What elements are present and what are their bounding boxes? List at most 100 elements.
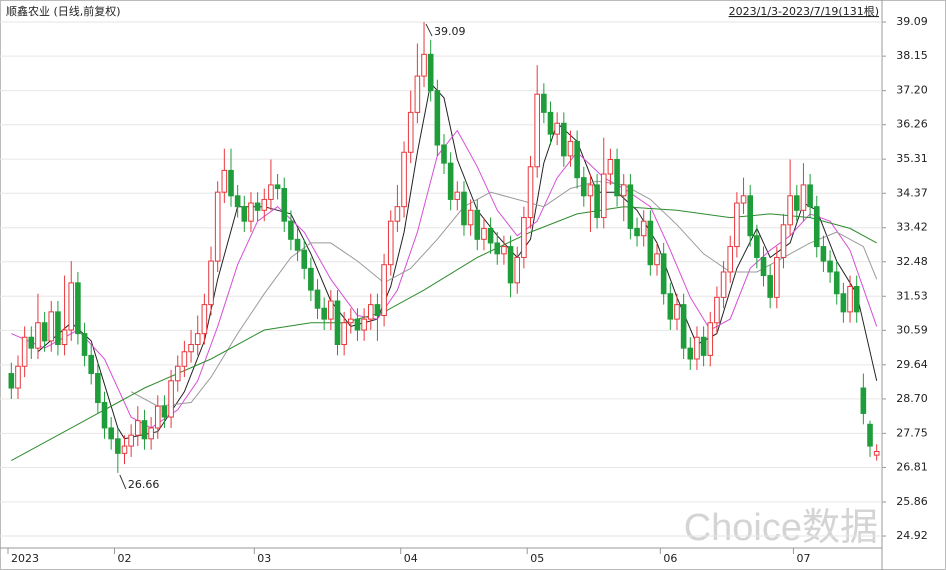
y-tick-label: 26.81 — [896, 460, 928, 473]
candle-body — [634, 227, 640, 237]
candle-body — [600, 173, 607, 219]
candle-body — [15, 365, 21, 389]
candle-body — [101, 402, 108, 429]
candle-body — [334, 300, 341, 346]
candle-body — [574, 140, 580, 179]
candle-body — [181, 351, 188, 367]
candle-body — [594, 184, 600, 219]
y-tick-label: 32.48 — [896, 255, 928, 268]
candle-body — [527, 166, 534, 219]
candle-body — [654, 253, 660, 266]
candle-body — [234, 195, 241, 208]
candle-body — [174, 365, 181, 382]
candle-body — [700, 336, 707, 356]
candle-body — [494, 242, 501, 255]
x-tick-label: 05 — [530, 552, 544, 565]
candle-body — [308, 267, 314, 291]
candle-body — [680, 304, 687, 349]
candle-body — [221, 169, 228, 193]
candle-body — [521, 217, 527, 258]
candle-body — [21, 336, 28, 367]
x-tick-label: 03 — [257, 552, 271, 565]
candle-body — [860, 387, 867, 414]
candle-body — [141, 420, 148, 440]
candle-body — [740, 195, 747, 204]
candle-body — [474, 209, 481, 240]
candle-body — [75, 282, 81, 335]
candle-body — [61, 329, 68, 346]
candle-body — [35, 322, 41, 349]
y-tick-label: 28.70 — [896, 392, 928, 405]
y-tick-label: 30.59 — [896, 323, 928, 336]
x-tick-label: 02 — [118, 552, 132, 565]
x-tick-label: 07 — [796, 552, 810, 565]
candle-body — [580, 177, 587, 197]
candle-body — [341, 322, 347, 346]
y-tick-label: 36.26 — [896, 118, 928, 131]
candle-body — [867, 423, 873, 447]
candle-body — [607, 159, 614, 175]
y-tick-label: 27.75 — [896, 426, 928, 439]
y-tick-label: 38.15 — [896, 49, 928, 62]
candle-body — [208, 260, 214, 306]
candle-body — [41, 322, 48, 342]
candle-body — [374, 304, 381, 316]
candle-body — [774, 256, 780, 298]
candle-body — [427, 53, 434, 92]
candle-body — [201, 304, 208, 335]
candle-body — [567, 140, 574, 157]
candle-body — [361, 318, 367, 331]
candle-body — [407, 111, 414, 153]
candle-body — [168, 380, 174, 418]
candle-body — [554, 122, 560, 135]
candle-body — [840, 293, 847, 313]
annotation-label: 26.66 — [128, 478, 160, 491]
candle-body — [314, 289, 321, 309]
candle-body — [587, 184, 594, 197]
candle-body — [268, 184, 274, 200]
candle-body — [188, 344, 194, 353]
candle-body — [447, 162, 454, 200]
candle-body — [833, 271, 840, 295]
candle-body — [434, 90, 441, 146]
candle-body — [108, 427, 114, 440]
candle-body — [800, 184, 807, 211]
candle-body — [707, 322, 714, 356]
y-tick-label: 31.53 — [896, 289, 928, 302]
candle-body — [461, 191, 467, 226]
candle-body — [694, 336, 700, 360]
x-tick-label: 06 — [663, 552, 677, 565]
candle-body — [367, 304, 374, 320]
candle-body — [81, 333, 88, 356]
candle-body — [401, 151, 407, 208]
candle-body — [274, 184, 281, 190]
candle-body — [321, 307, 327, 320]
candle-body — [154, 405, 161, 429]
annotation-arrow — [425, 23, 433, 37]
candle-body — [627, 184, 634, 229]
y-tick-label: 33.42 — [896, 221, 928, 234]
candle-body — [481, 227, 487, 240]
watermark: Choice数据 — [684, 507, 878, 549]
candle-body — [561, 122, 567, 157]
candle-body — [394, 206, 401, 222]
candle-body — [288, 220, 294, 240]
candle-body — [647, 220, 654, 266]
candle-body — [667, 293, 674, 320]
y-tick-label: 35.31 — [896, 152, 928, 165]
candle-body — [194, 333, 201, 346]
candle-body — [121, 445, 128, 454]
candle-body — [135, 420, 141, 436]
candle-body — [873, 451, 880, 456]
candle-body — [414, 75, 421, 113]
candle-body — [807, 184, 813, 208]
candle-body — [214, 191, 221, 262]
candle-body — [793, 195, 800, 211]
candle-body — [128, 434, 134, 447]
y-tick-label: 29.64 — [896, 358, 928, 371]
candle-body — [248, 202, 254, 222]
candle-body — [241, 206, 248, 222]
candle-body — [148, 427, 154, 440]
candle-body — [48, 311, 55, 342]
candle-body — [747, 195, 753, 237]
